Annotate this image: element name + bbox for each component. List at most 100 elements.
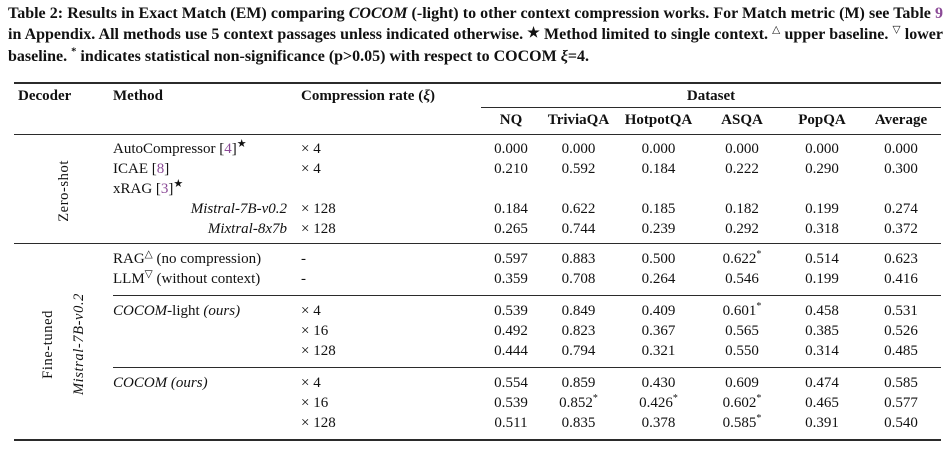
method-name-close: ] (168, 181, 174, 198)
value-cell: 0.210 (494, 161, 528, 178)
method-cell (113, 321, 301, 341)
value-cell: 0.585 (861, 367, 942, 394)
value-cell: 0.430 (616, 367, 701, 394)
model-name: Mixtral-8x7b (207, 221, 287, 238)
non-significance-asterisk-icon: * (756, 301, 762, 313)
value-cell: 0.546 (725, 271, 759, 288)
method-name: LLM (113, 271, 145, 288)
star-icon: ★ (527, 26, 540, 42)
caption-text: upper baseline. (780, 26, 893, 44)
value-cell: 0.222 (725, 161, 759, 178)
decoder-model-label: Mistral-7B-v0.2 (71, 293, 87, 396)
column-header-asqa: ASQA (701, 107, 783, 136)
table-row-autocompressor: Zero-shot AutoCompressor [4]★ × 4 0.000 … (14, 135, 941, 222)
method-cell: xRAG [3]★ (113, 179, 301, 199)
value-cell: 0.511 (494, 415, 528, 432)
column-header-rate: Compression rate (ξ) (301, 83, 481, 136)
column-header-dataset: Dataset (481, 83, 942, 109)
value-cell: 0.264 (641, 271, 676, 288)
method-name: ICAE [ (113, 161, 157, 178)
results-table: Decoder Method Compression rate (ξ) Data… (14, 82, 942, 442)
value-cell: 0.592 (561, 161, 596, 178)
column-header-triviaqa: TriviaQA (541, 107, 616, 136)
value-cell: 0.000 (725, 141, 759, 158)
value-cell (861, 179, 941, 199)
column-header-nq: NQ (481, 107, 541, 136)
value-cell: 0.539 (494, 395, 528, 412)
rate-cell: × 128 (301, 343, 336, 360)
decoder-group-zero-shot: Zero-shot (14, 135, 113, 244)
method-name-close: ] (164, 161, 170, 178)
rate-cell: × 128 (301, 201, 336, 218)
value-cell (783, 179, 861, 199)
value-cell: 0.318 (805, 221, 839, 238)
caption-text: lower baseline. (8, 26, 943, 65)
caption-text: Table 2: Results in Exact Match (EM) com… (8, 5, 349, 22)
value-cell: 0.372 (884, 221, 918, 238)
table-row-cocom-light-4: COCOM-light (ours) × 4 0.539 0.849 0.409… (14, 295, 942, 322)
upper-baseline-triangle-icon: △ (772, 25, 781, 37)
value-cell: 0.314 (805, 343, 839, 360)
value-cell: 0.550 (725, 343, 759, 360)
non-significance-asterisk-icon: * (672, 393, 678, 405)
value-cell: 0.416 (884, 271, 918, 288)
rate-cell: - (301, 271, 306, 288)
table-row-cocom-128: × 128 0.511 0.835 0.378 0.585* 0.391 0.5… (14, 413, 941, 440)
citation-link[interactable]: 8 (156, 161, 165, 178)
table-9-link[interactable]: 9 (935, 5, 943, 22)
value-cell: 0.852* (559, 393, 598, 412)
value-cell: 0.185 (641, 201, 676, 218)
table-row-xrag-mixtral: Mixtral-8x7b × 128 0.265 0.744 0.239 0.2… (14, 219, 941, 244)
value-cell: 0.485 (884, 343, 918, 360)
table-row-xrag: xRAG [3]★ (14, 179, 941, 199)
method-cell: RAG△ (no compression) (113, 243, 301, 270)
method-name-close: ] (231, 141, 237, 158)
value-cell: 0.265 (494, 221, 528, 238)
rate-cell: × 4 (301, 367, 481, 394)
method-cell: ICAE [8] (113, 159, 301, 179)
value-cell: 0.391 (805, 415, 839, 432)
value-cell: 0.623 (861, 243, 942, 270)
value-cell: 0.199 (805, 201, 839, 218)
value-cell: 0.321 (641, 343, 676, 360)
citation-link[interactable]: 4 (224, 141, 232, 158)
value-cell: 0.378 (641, 415, 676, 432)
value-cell: 0.514 (783, 243, 861, 270)
rate-cell: × 128 (301, 415, 336, 432)
column-header-popqa: PopQA (783, 107, 861, 136)
value-cell: 0.359 (494, 271, 528, 288)
method-name: xRAG [ (113, 181, 161, 198)
method-cell: Mixtral-8x7b (113, 219, 301, 244)
table-row-cocom-4: COCOM (ours) × 4 0.554 0.859 0.430 0.609… (14, 367, 942, 394)
value-cell: 0.184 (641, 161, 676, 178)
value-cell: 0.000 (641, 141, 676, 158)
value-cell (616, 179, 701, 199)
non-significance-asterisk-icon: * (592, 393, 598, 405)
value-cell: 0.622* (701, 243, 783, 270)
method-cell: Mistral-7B-v0.2 (113, 199, 301, 219)
value-cell: 0.385 (805, 323, 839, 340)
rate-cell: × 4 (301, 141, 321, 158)
single-context-star-icon: ★ (173, 178, 184, 191)
value-cell: 0.444 (494, 343, 528, 360)
value-cell: 0.300 (884, 161, 918, 178)
value-cell: 0.554 (481, 367, 541, 394)
value-cell: 0.849 (541, 295, 616, 322)
method-cell (113, 341, 301, 368)
non-significance-asterisk-icon: * (756, 393, 762, 405)
caption-text: in Appendix. All methods use 5 context p… (8, 26, 528, 44)
column-header-method: Method (113, 83, 301, 136)
value-cell: 0.274 (884, 201, 918, 218)
value-cell: 0.565 (725, 323, 759, 340)
header-row-top: Decoder Method Compression rate (ξ) Data… (14, 83, 942, 136)
citation-link[interactable]: 3 (160, 181, 169, 198)
value-cell: 0.823 (561, 323, 596, 340)
method-cell: COCOM-light (ours) (113, 295, 301, 322)
caption-text: indicates statistical non-significance (… (76, 47, 561, 65)
value-cell: 0.465 (805, 395, 839, 412)
ours-label: (ours) (203, 303, 241, 320)
value-cell: 0.531 (861, 295, 942, 322)
value-cell: 0.492 (494, 323, 528, 340)
value-cell: 0.609 (701, 367, 783, 394)
value-cell: 0.239 (641, 221, 676, 238)
